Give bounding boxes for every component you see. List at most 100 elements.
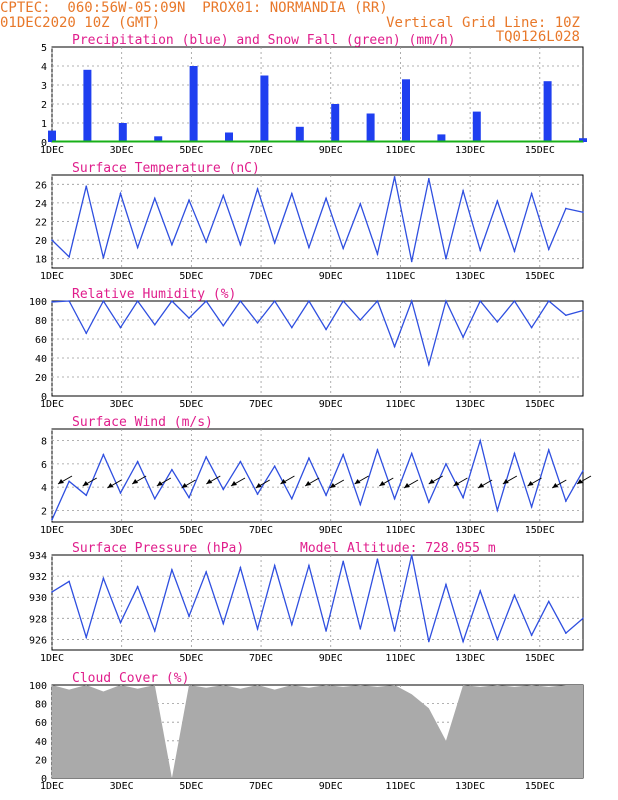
wind-point	[547, 449, 550, 451]
header-model-id: TQ0126L028	[495, 29, 580, 45]
rh-point	[479, 300, 482, 302]
wind-arrowhead	[181, 483, 188, 488]
rh-point	[239, 300, 242, 302]
rh-xtick: 9DEC	[319, 399, 343, 410]
pres-point	[325, 630, 327, 632]
pres-line	[51, 554, 584, 644]
rh-point	[291, 326, 293, 329]
precip-bar	[260, 75, 269, 142]
precip-bar	[225, 132, 233, 142]
rh-ytick: 40	[35, 354, 47, 365]
wind-point	[530, 506, 533, 508]
rh-xtick: 7DEC	[249, 399, 273, 410]
wind-point	[325, 494, 327, 497]
wind-point	[565, 500, 567, 502]
pres-point	[428, 640, 430, 643]
wind-ytick: 2	[41, 506, 47, 517]
temp-point	[325, 197, 327, 200]
precip-ytick: 5	[41, 43, 47, 54]
pres-point	[410, 554, 413, 556]
rh-point	[428, 363, 430, 366]
precip-bar	[154, 136, 163, 142]
header-grid-line: Vertical Grid Line: 10Z	[386, 15, 580, 31]
wind-arrowhead	[404, 483, 410, 488]
precip-xtick: 3DEC	[110, 145, 134, 156]
wind-arrowhead	[58, 479, 64, 484]
rh-point	[273, 300, 276, 302]
temp-xtick: 9DEC	[319, 271, 343, 282]
temp-point	[273, 242, 276, 244]
temp-ytick: 22	[35, 218, 47, 229]
pres-xtick: 3DEC	[110, 653, 134, 664]
rh-ytick: 0	[41, 392, 47, 403]
wind-ytick: 4	[41, 483, 47, 494]
temp-point	[410, 260, 413, 263]
pres-xtick: 5DEC	[179, 653, 203, 664]
precip-xtick: 7DEC	[249, 145, 273, 156]
wind-point	[68, 480, 70, 483]
pres-xtick: 9DEC	[319, 653, 343, 664]
rh-ytick: 60	[35, 335, 47, 346]
wind-arrowhead	[354, 479, 361, 484]
wind-point	[393, 497, 396, 500]
pres-ytick: 926	[29, 635, 47, 646]
wind-arrowhead	[156, 481, 163, 486]
rh-point	[68, 300, 70, 302]
pres-point	[273, 564, 276, 567]
pres-point	[359, 628, 362, 630]
rh-point	[222, 324, 225, 327]
temp-point	[462, 190, 464, 192]
wind-point	[376, 449, 379, 451]
cloud-area	[52, 685, 583, 778]
rh-point	[582, 309, 584, 312]
cloud-title: Cloud Cover (%)	[72, 671, 189, 686]
wind-point	[410, 452, 413, 455]
cloud-xtick: 11DEC	[385, 781, 415, 792]
temp-point	[565, 207, 567, 210]
cloud-xtick: 5DEC	[179, 781, 203, 792]
rh-point	[359, 319, 362, 321]
wind-point	[428, 501, 430, 504]
wind-point	[462, 496, 464, 499]
temp-point	[51, 239, 53, 241]
rh-xtick: 15DEC	[525, 399, 555, 410]
rh-point	[565, 314, 567, 317]
wind-xtick: 1DEC	[40, 525, 64, 536]
header-date: 01DEC2020 10Z (GMT)	[0, 15, 161, 31]
wind-xtick: 7DEC	[249, 525, 273, 536]
pres-point	[51, 591, 53, 593]
temp-point	[188, 199, 190, 201]
pres-point	[256, 628, 259, 630]
temp-point	[256, 188, 259, 190]
pres-title: Surface Pressure (hPa)	[72, 541, 244, 556]
temp-point	[153, 197, 156, 200]
wind-arrowhead	[502, 479, 509, 484]
pres-point	[393, 630, 396, 632]
wind-arrowhead	[453, 481, 460, 486]
wind-point	[342, 453, 344, 456]
wind-point	[119, 492, 122, 494]
cloud-xtick: 13DEC	[455, 781, 485, 792]
rh-point	[325, 328, 327, 331]
cloud-xtick: 1DEC	[40, 781, 64, 792]
header-line1: CPTEC: 060:56W-05:09N PROX01: NORMANDIA …	[0, 0, 388, 16]
cloud-ytick: 80	[35, 700, 47, 711]
wind-point	[85, 494, 88, 497]
wind-point	[153, 497, 156, 500]
temp-point	[376, 253, 379, 255]
pres-point	[239, 566, 242, 569]
cloud-ytick: 60	[35, 718, 47, 729]
wind-point	[582, 470, 584, 472]
pres-point	[205, 571, 207, 573]
temp-title: Surface Temperature (nC)	[72, 161, 260, 176]
rh-point	[205, 300, 207, 302]
pres-frame	[51, 554, 584, 651]
temp-xtick: 11DEC	[385, 271, 415, 282]
cloud-ytick: 20	[35, 755, 47, 766]
precip-ytick: 1	[41, 119, 47, 130]
precip-bar	[402, 79, 410, 142]
rh-title: Relative Humidity (%)	[72, 287, 236, 302]
precip-ytick: 0	[41, 138, 47, 149]
precip-bar	[83, 69, 92, 142]
temp-point	[136, 246, 139, 249]
